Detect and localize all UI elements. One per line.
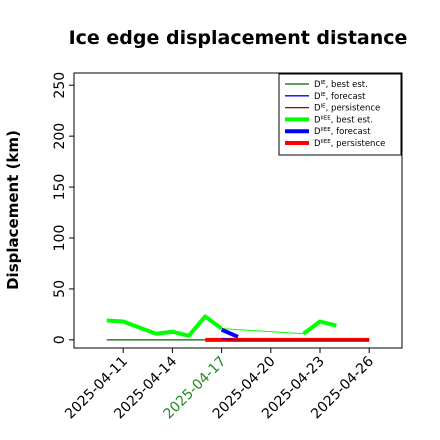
legend-entry: DIE, forecast bbox=[314, 92, 366, 102]
legend-entry: DIIEE, forecast bbox=[314, 127, 371, 137]
y-tick-label: 150 bbox=[52, 174, 68, 201]
plot-frame bbox=[73, 72, 403, 349]
series-line-3-1 bbox=[302, 319, 337, 336]
series-line-1-0 bbox=[221, 338, 239, 341]
y-axis-label: Displacement (km) bbox=[4, 130, 22, 290]
series-line-4-0 bbox=[220, 327, 239, 339]
plot-series bbox=[106, 314, 370, 342]
iiee-best-estimate-connector bbox=[221, 328, 304, 335]
y-axis-ticks: 0 50 100 150 200 250 bbox=[52, 72, 74, 344]
y-tick-label: 0 bbox=[52, 335, 68, 344]
y-tick-label: 200 bbox=[52, 123, 68, 150]
x-axis-ticks: 2025-04-112025-04-142025-04-172025-04-20… bbox=[62, 348, 377, 422]
legend-entry: DIE, persistence bbox=[314, 104, 380, 114]
legend-entry: DIIEE, best est. bbox=[314, 115, 373, 125]
legend-entry: DIIEE, persistence bbox=[314, 139, 385, 149]
legend-entry: DIE, best est. bbox=[314, 80, 368, 90]
series-line-3-0 bbox=[106, 314, 223, 338]
y-tick-label: 250 bbox=[52, 72, 68, 99]
chart-title: Ice edge displacement distance bbox=[69, 27, 408, 49]
y-tick-label: 100 bbox=[52, 225, 68, 252]
legend: DIE, best est. DIE, forecast DIE, persiste… bbox=[278, 73, 402, 156]
y-tick-label: 50 bbox=[52, 280, 68, 298]
